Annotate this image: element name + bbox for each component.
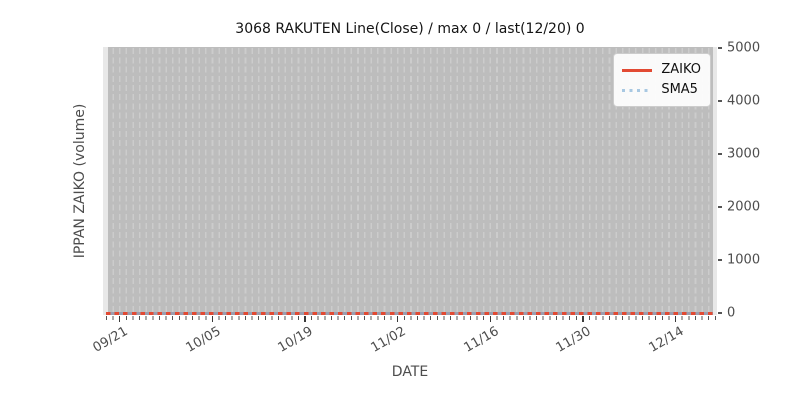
legend-item-zaiko: ZAIKO: [622, 60, 701, 80]
x-tick-label: 11/30: [553, 324, 594, 356]
y-tick-mark: [718, 259, 722, 261]
sma5-line: [106, 311, 713, 315]
legend-label-zaiko: ZAIKO: [661, 62, 701, 77]
y-tick-label: 5000: [727, 40, 761, 56]
x-tick-mark: [119, 316, 121, 322]
y-tick-mark: [718, 312, 722, 314]
x-tick-label: 11/02: [368, 324, 409, 356]
x-tick-label: 11/16: [461, 324, 502, 356]
sma5-line-swatch-icon: [622, 88, 653, 92]
legend-item-sma5: SMA5: [622, 80, 701, 100]
x-axis-minor-ticks: [105, 316, 717, 320]
x-tick-label: 10/19: [275, 324, 316, 356]
plot-background-grid: [108, 47, 713, 315]
plot-area: ZAIKO SMA5: [103, 47, 717, 315]
x-tick-mark: [582, 316, 584, 322]
legend-label-sma5: SMA5: [661, 82, 698, 97]
x-tick-mark: [489, 316, 491, 322]
x-axis-label: DATE: [391, 364, 429, 380]
y-tick-label: 2000: [727, 199, 761, 215]
y-tick-mark: [718, 206, 722, 208]
y-tick-label: 0: [727, 305, 736, 321]
chart-title: 3068 RAKUTEN Line(Close) / max 0 / last(…: [235, 21, 585, 37]
legend: ZAIKO SMA5: [613, 53, 711, 107]
x-tick-mark: [211, 316, 213, 322]
x-tick-mark: [397, 316, 399, 322]
y-tick-mark: [718, 47, 722, 49]
x-tick-label: 09/21: [90, 324, 131, 356]
y-tick-mark: [718, 153, 722, 155]
y-tick-label: 3000: [727, 146, 761, 162]
y-tick-mark: [718, 100, 722, 102]
x-tick-mark: [304, 316, 306, 322]
x-tick-mark: [675, 316, 677, 322]
zaiko-line-swatch-icon: [622, 68, 653, 72]
x-tick-label: 10/05: [183, 324, 224, 356]
y-axis-label: IPPAN ZAIKO (volume): [72, 103, 88, 259]
x-tick-label: 12/14: [646, 324, 687, 356]
zaiko-line: [106, 311, 713, 315]
y-tick-label: 1000: [727, 252, 761, 268]
y-tick-label: 4000: [727, 93, 761, 109]
